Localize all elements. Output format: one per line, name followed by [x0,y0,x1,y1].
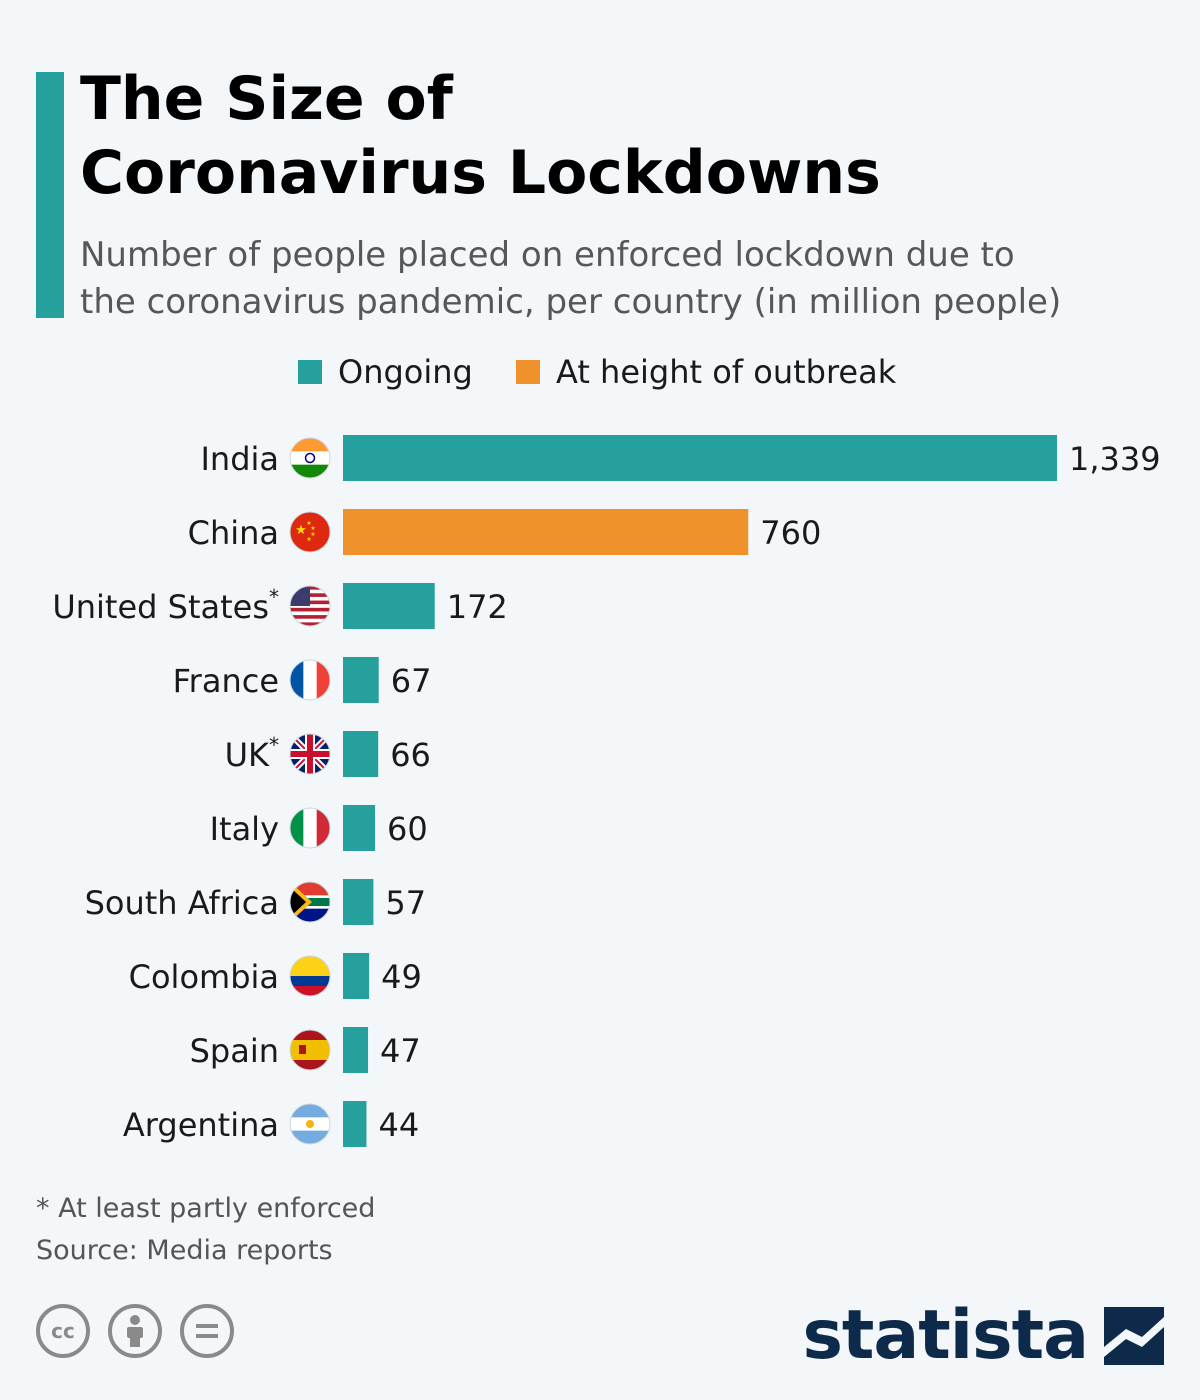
category-label: Colombia [129,958,279,996]
bar [343,509,749,555]
brand-name: statista [802,1296,1089,1375]
asterisk-mark: * [269,733,279,757]
svg-text:★: ★ [306,536,311,543]
category-label: South Africa [85,884,279,922]
accent-bar [36,72,64,318]
value-label: 66 [390,736,431,774]
bar [343,657,379,703]
cc-icon[interactable]: cc [36,1304,90,1358]
no-derivatives-icon[interactable] [180,1304,234,1358]
svg-text:★: ★ [295,523,307,538]
bar [343,1101,367,1147]
bar [343,583,435,629]
license-icons: cc [36,1304,252,1358]
title-line-2: Coronavirus Lockdowns [80,138,881,208]
category-label: Spain [190,1032,279,1070]
bar [343,879,374,925]
bar [343,805,375,851]
value-label: 1,339 [1069,440,1161,478]
subtitle-line-2: the coronavirus pandemic, per country (i… [80,282,1062,322]
china-flag-icon: ★ ★★★★ [289,511,331,553]
usa-flag-icon [289,585,331,627]
category-label: United States [52,588,269,626]
bar [343,435,1057,481]
bar [343,731,379,777]
source-note: Source: Media reports [36,1235,333,1266]
legend-item-height: At height of outbreak [516,348,896,396]
footnotes: * At least partly enforced Source: Media… [36,1188,375,1272]
spain-flag-icon [289,1029,331,1071]
legend-label-ongoing: Ongoing [338,353,473,391]
statista-logo[interactable]: statista [802,1296,1164,1375]
category-label: UK [225,736,270,774]
svg-text:★: ★ [310,531,315,538]
value-label: 172 [447,588,508,626]
bar [343,953,370,999]
bar [343,1027,369,1073]
legend-label-height: At height of outbreak [556,353,897,391]
title-line-1: The Size of [80,64,453,134]
value-label: 44 [378,1106,419,1144]
value-label: 760 [760,514,821,552]
chart-subtitle: Number of people placed on enforced lock… [80,232,1180,326]
legend-swatch-height [516,360,540,384]
value-label: 67 [391,662,432,700]
chart-title: The Size of Coronavirus Lockdowns [80,62,1160,210]
legend: Ongoing At height of outbreak [0,348,1200,396]
value-label: 47 [380,1032,421,1070]
footnote-asterisk: * At least partly enforced [36,1193,376,1224]
legend-item-ongoing: Ongoing [298,348,473,396]
svg-text:★: ★ [310,525,315,532]
attribution-icon[interactable] [108,1304,162,1358]
category-label: Argentina [123,1106,279,1144]
value-label: 49 [381,958,422,996]
india-flag-icon [289,437,331,479]
italy-flag-icon [289,807,331,849]
value-label: 57 [385,884,426,922]
category-label: India [200,440,279,478]
statista-mark-icon [1104,1306,1164,1365]
value-label: 60 [387,810,428,848]
uk-flag-icon [289,733,331,775]
category-label: France [173,662,279,700]
france-flag-icon [289,659,331,701]
legend-swatch-ongoing [298,360,322,384]
category-label: China [188,514,279,552]
svg-text:★: ★ [306,520,311,527]
colombia-flag-icon [289,955,331,997]
argentina-flag-icon [289,1103,331,1145]
asterisk-mark: * [269,585,279,609]
south-africa-flag-icon [289,881,331,923]
subtitle-line-1: Number of people placed on enforced lock… [80,235,1015,275]
category-label: Italy [210,810,279,848]
